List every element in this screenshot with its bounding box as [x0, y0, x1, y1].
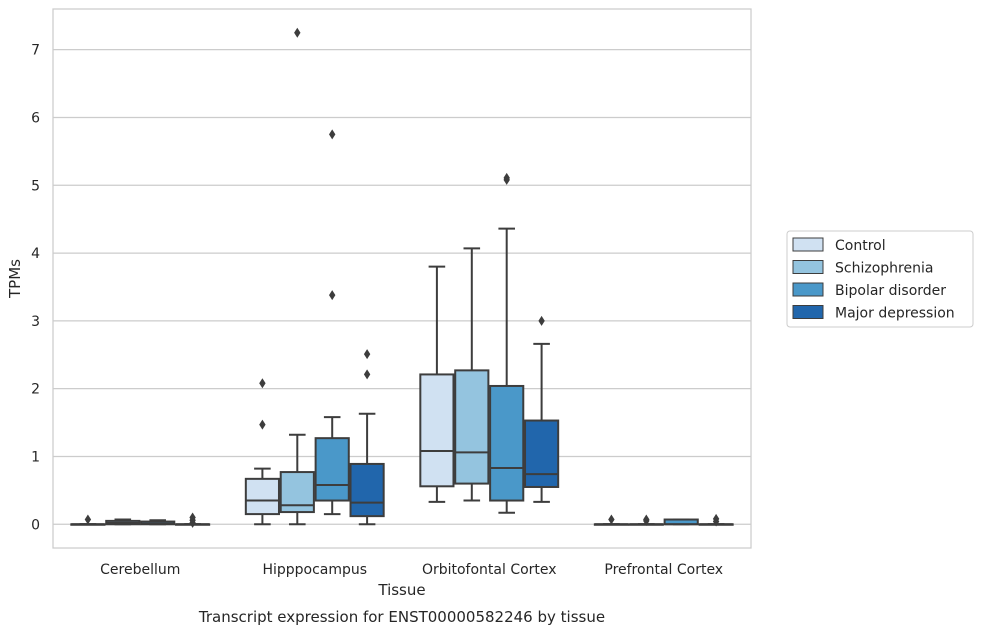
box-major-depression [175, 512, 211, 528]
x-tick-label: Prefrontal Cortex [604, 562, 723, 578]
box-schizophrenia [628, 514, 664, 526]
y-tick-label: 5 [31, 178, 40, 194]
x-tick-label: Hipppocampus [262, 562, 367, 578]
grid-lines [53, 49, 751, 525]
legend: Control Schizophrenia Bipolar disorder Majo… [786, 230, 974, 328]
iqr-box [524, 419, 560, 488]
box-major-depression [349, 349, 385, 526]
x-tick-label: Cerebellum [100, 562, 180, 578]
box-major-depression [698, 513, 734, 527]
outlier-point [259, 378, 266, 389]
iqr-box [314, 437, 350, 502]
legend-swatch [792, 237, 824, 252]
y-tick-label: 6 [31, 110, 40, 126]
box-major-depression [524, 315, 560, 503]
outlier-point [329, 129, 336, 140]
box-control [419, 265, 455, 503]
legend-swatch [792, 305, 824, 319]
box-bipolar-disorder [663, 518, 699, 526]
y-tick-label: 3 [31, 314, 40, 330]
box-bipolar-disorder [314, 129, 350, 516]
iqr-box [349, 462, 385, 518]
outlier-point [538, 315, 545, 326]
y-tick-label: 2 [31, 382, 40, 398]
legend-swatch [792, 282, 824, 297]
box-schizophrenia [105, 518, 141, 526]
y-tick-label: 1 [31, 449, 40, 465]
plot-frame [52, 8, 752, 549]
outlier-point [84, 514, 92, 525]
legend-label: Schizophrenia [835, 261, 933, 277]
y-axis-label: TPMs [6, 259, 24, 299]
box-control [244, 378, 280, 526]
y-tick-label: 7 [31, 43, 40, 59]
iqr-box [454, 369, 490, 485]
box-bipolar-disorder [140, 519, 176, 526]
box-schizophrenia [454, 247, 490, 502]
iqr-box [244, 477, 280, 516]
legend-label: Control [835, 238, 886, 254]
outlier-point [294, 27, 301, 38]
box-bipolar-disorder [489, 172, 525, 514]
outlier-point [259, 419, 266, 430]
outlier-point [363, 349, 371, 360]
x-axis-label: Tissue [377, 581, 425, 599]
iqr-box [489, 384, 525, 502]
outlier-point [189, 517, 196, 528]
box-control [70, 514, 106, 526]
outlier-point [363, 369, 371, 380]
box-schizophrenia [279, 27, 315, 526]
legend-swatch [792, 260, 824, 274]
legend-label: Major depression [835, 306, 955, 322]
outlier-point [643, 515, 650, 526]
chart-caption: Transcript expression for ENST0000058224… [198, 608, 605, 626]
box-control [593, 514, 629, 526]
outlier-point [503, 172, 510, 183]
outlier-point [608, 514, 615, 525]
outlier-point [329, 290, 336, 301]
y-tick-label: 0 [31, 517, 40, 533]
legend-frame [786, 230, 974, 328]
y-tick-label: 4 [31, 246, 40, 262]
iqr-box [419, 373, 455, 488]
legend-label: Bipolar disorder [835, 283, 946, 299]
outlier-point [712, 516, 720, 527]
box-series [70, 27, 734, 528]
x-tick-label: Orbitofontal Cortex [422, 562, 557, 578]
y-tick-labels: 0 1 2 3 4 5 6 7 [31, 43, 40, 534]
x-tick-labels: Cerebellum Hipppocampus Orbitofontal Corte… [100, 562, 723, 578]
